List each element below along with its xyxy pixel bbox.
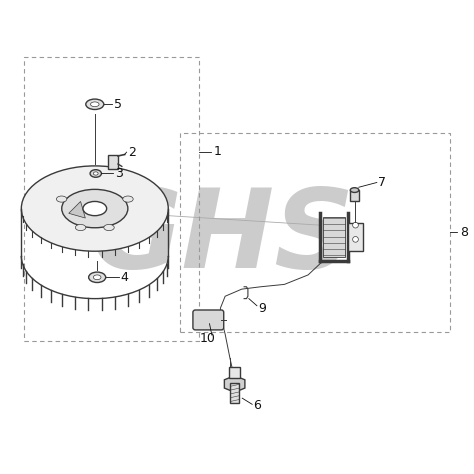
- Ellipse shape: [93, 172, 98, 175]
- Bar: [180, 133, 450, 332]
- Bar: [230, 383, 239, 403]
- Ellipse shape: [89, 272, 106, 283]
- Ellipse shape: [90, 170, 101, 177]
- Text: 6: 6: [254, 399, 262, 412]
- Ellipse shape: [75, 224, 86, 230]
- Circle shape: [353, 222, 358, 228]
- Text: 7: 7: [378, 176, 386, 189]
- Ellipse shape: [21, 166, 168, 251]
- Circle shape: [353, 237, 358, 242]
- Ellipse shape: [350, 188, 359, 192]
- Polygon shape: [69, 201, 85, 218]
- Text: 3: 3: [115, 167, 123, 180]
- Polygon shape: [224, 375, 245, 392]
- Ellipse shape: [56, 196, 67, 202]
- Text: GHS: GHS: [91, 183, 355, 291]
- Bar: [348, 223, 363, 251]
- Bar: [108, 155, 118, 169]
- Bar: [24, 57, 199, 341]
- Text: 1: 1: [213, 145, 221, 158]
- Bar: [323, 217, 345, 257]
- Ellipse shape: [93, 275, 101, 280]
- Ellipse shape: [62, 190, 128, 228]
- FancyBboxPatch shape: [193, 310, 224, 330]
- Bar: [229, 367, 240, 378]
- Ellipse shape: [104, 224, 114, 230]
- Text: 4: 4: [121, 271, 129, 284]
- Text: 8: 8: [460, 226, 468, 239]
- Text: 5: 5: [114, 98, 122, 111]
- Text: 2: 2: [128, 146, 136, 159]
- Ellipse shape: [91, 102, 99, 107]
- Ellipse shape: [123, 196, 133, 202]
- Text: 9: 9: [258, 301, 266, 315]
- Ellipse shape: [86, 99, 104, 109]
- Text: 10: 10: [200, 332, 216, 346]
- Ellipse shape: [83, 201, 107, 216]
- Bar: [350, 190, 359, 201]
